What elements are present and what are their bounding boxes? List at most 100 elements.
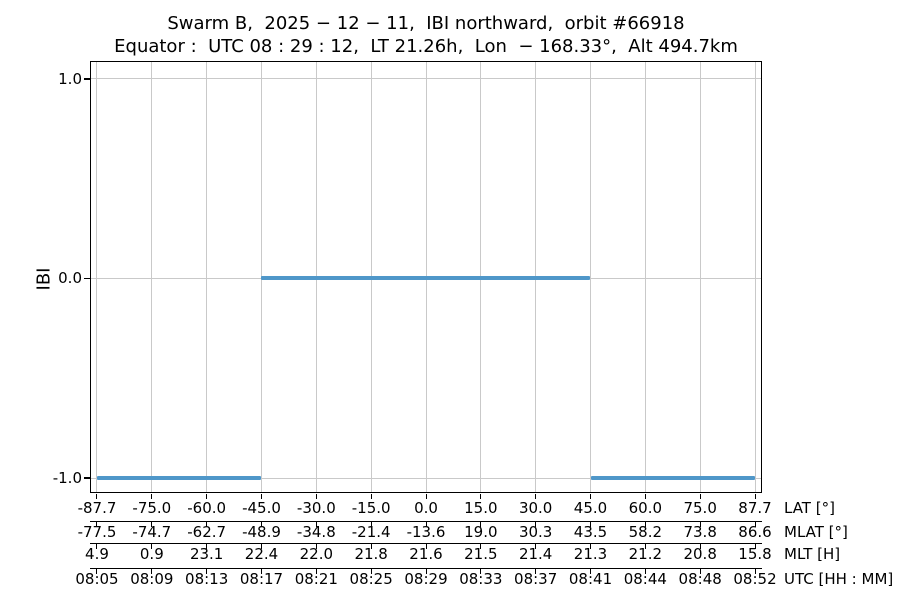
x-tick-label: 19.0 (464, 523, 498, 541)
x-tick-mark (370, 569, 372, 574)
x-tick-label: 08:13 (185, 570, 229, 588)
x-tick-label: 75.0 (683, 499, 717, 517)
x-tick-mark (590, 544, 591, 549)
x-tick-label: 45.0 (573, 499, 608, 517)
x-tick-label: -13.6 (406, 523, 446, 541)
ibi-line-segment (261, 276, 591, 281)
x-tick-label: -21.4 (351, 523, 391, 541)
x-axis-spine (90, 543, 762, 544)
x-tick-label: 21.2 (628, 545, 663, 563)
x-tick-mark (206, 544, 208, 549)
x-tick-mark (590, 494, 591, 499)
x-tick-mark (260, 544, 262, 549)
y-tick-mark (84, 78, 90, 80)
x-gridline (754, 61, 756, 493)
x-tick-mark (315, 544, 317, 549)
x-tick-mark (260, 569, 262, 574)
x-tick-label: -74.7 (132, 523, 172, 541)
x-tick-label: 08:44 (623, 570, 667, 588)
x-tick-mark (590, 522, 591, 527)
x-axis-title-utc: UTC [HH : MM] (784, 570, 894, 588)
x-axis-spine (90, 568, 762, 569)
x-axis-title-mlt: MLT [H] (784, 545, 841, 563)
y-tick-label: 0.0 (58, 269, 82, 288)
x-tick-label: -34.8 (296, 523, 336, 541)
x-gridline (151, 61, 153, 493)
x-tick-label: 21.8 (354, 545, 388, 563)
x-tick-mark (425, 522, 427, 527)
x-axis-spine (90, 521, 762, 522)
x-tick-label: -60.0 (187, 499, 227, 517)
x-tick-mark (206, 569, 208, 574)
x-tick-mark (644, 522, 646, 527)
x-tick-label: 08:48 (678, 570, 722, 588)
x-tick-mark (754, 522, 756, 527)
y-gridline (90, 477, 762, 479)
x-tick-label: -45.0 (242, 499, 281, 517)
x-tick-label: 73.8 (683, 523, 717, 541)
x-tick-mark (96, 544, 98, 549)
x-tick-label: 08:25 (349, 570, 393, 588)
x-tick-mark (206, 522, 208, 527)
x-tick-label: 08:21 (294, 570, 338, 588)
y-gridline (90, 78, 762, 80)
x-tick-mark (480, 494, 482, 499)
x-tick-label: 08:09 (130, 570, 174, 588)
chart-title: Swarm B, 2025 − 12 − 11, IBI northward, … (167, 13, 685, 34)
x-tick-label: -62.7 (187, 523, 227, 541)
x-tick-label: -87.7 (77, 499, 117, 517)
x-gridline (206, 61, 208, 493)
x-tick-label: 15.0 (464, 499, 498, 517)
x-tick-mark (480, 522, 482, 527)
x-tick-label: -48.9 (242, 523, 281, 541)
x-tick-mark (315, 494, 317, 499)
x-tick-mark (754, 569, 756, 574)
x-axis-title-lat: LAT [°] (784, 499, 835, 517)
x-tick-label: 0.9 (139, 545, 164, 563)
x-tick-mark (315, 522, 317, 527)
x-tick-mark (370, 522, 372, 527)
x-tick-label: -77.5 (77, 523, 117, 541)
x-tick-label: -15.0 (351, 499, 391, 517)
x-tick-mark (754, 544, 756, 549)
x-tick-label: 58.2 (628, 523, 663, 541)
x-tick-label: 30.0 (518, 499, 553, 517)
x-tick-label: 4.9 (85, 545, 109, 563)
plot-area (90, 61, 762, 493)
x-tick-mark (425, 569, 427, 574)
x-tick-mark (644, 569, 646, 574)
x-tick-label: 21.3 (573, 545, 608, 563)
x-tick-mark (480, 569, 482, 574)
y-tick-mark (84, 477, 90, 479)
x-gridline (699, 61, 701, 493)
x-tick-mark (260, 494, 262, 499)
x-tick-label: -30.0 (296, 499, 336, 517)
x-tick-mark (206, 494, 208, 499)
x-tick-label: 08:29 (404, 570, 448, 588)
x-tick-mark (425, 544, 427, 549)
x-tick-label: 21.5 (464, 545, 498, 563)
x-tick-mark (644, 494, 646, 499)
ibi-line-segment (96, 476, 262, 481)
chart-subtitle: Equator : UTC 08 : 29 : 12, LT 21.26h, L… (114, 36, 738, 57)
x-tick-mark (480, 544, 482, 549)
x-tick-label: 22.4 (244, 545, 279, 563)
x-tick-mark (644, 544, 646, 549)
x-tick-label: 86.6 (738, 523, 772, 541)
x-tick-label: 60.0 (628, 499, 663, 517)
x-tick-mark (151, 494, 153, 499)
x-tick-label: 30.3 (518, 523, 553, 541)
y-tick-label: -1.0 (52, 469, 82, 488)
x-tick-label: 08:33 (459, 570, 503, 588)
x-tick-mark (151, 569, 153, 574)
x-tick-mark (699, 544, 701, 549)
x-tick-mark (96, 569, 98, 574)
x-gridline (96, 61, 98, 493)
x-tick-label: 08:41 (568, 570, 613, 588)
x-tick-mark (96, 522, 98, 527)
x-tick-mark (315, 569, 317, 574)
x-tick-label: 23.1 (189, 545, 224, 563)
x-tick-label: 08:37 (514, 570, 558, 588)
y-tick-label: 1.0 (58, 69, 82, 88)
